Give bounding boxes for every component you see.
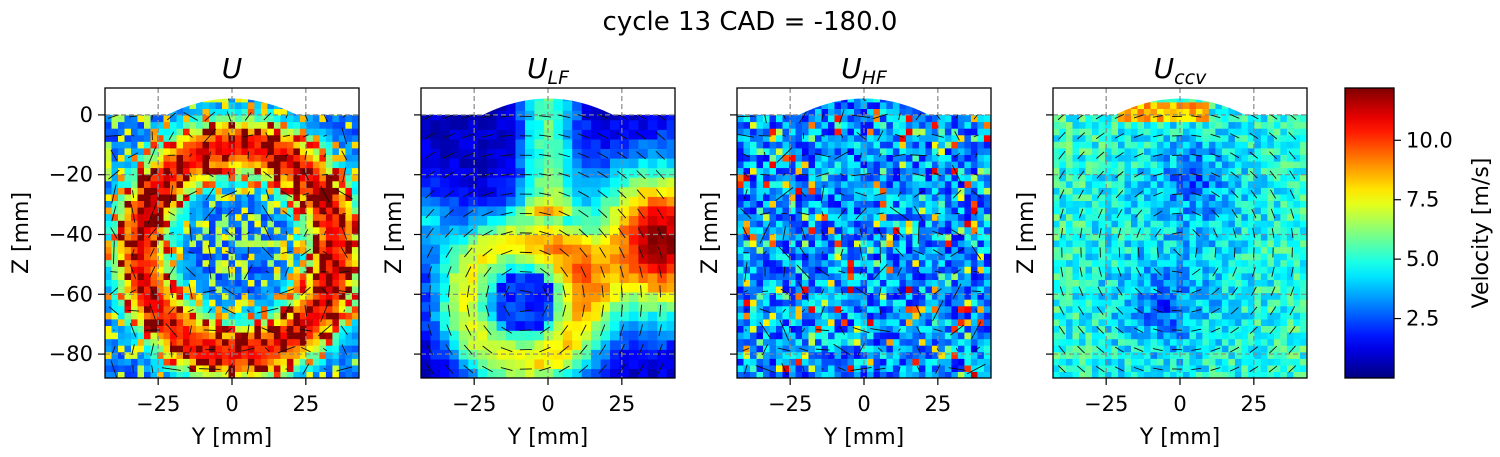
panel-3: −25 0 25 Y [mm] Z [mm] UHF (698, 52, 998, 450)
panel-title: Uccv (1154, 52, 1207, 89)
x-axis-label: Y [mm] (191, 425, 272, 450)
colorbar-gradient (1345, 88, 1394, 378)
panel-4: −25 0 25 Y [mm] Z [mm] Uccv (1014, 52, 1314, 450)
y-tick-label: 0 (80, 103, 93, 127)
x-tick-label: 25 (1240, 392, 1267, 416)
y-tick-label: −20 (49, 163, 93, 187)
velocity-field (1053, 82, 1314, 379)
panels: −25 0 25 0 −20 −40 −60 −80 Y [mm] Z [mm] U −25 0 25 Y … (9, 52, 1314, 450)
colorbar-label: Velocity [m/s] (1469, 158, 1494, 309)
y-tick-label: −80 (49, 342, 93, 366)
x-tick-label: −25 (1084, 392, 1128, 416)
x-tick-label: 25 (292, 392, 319, 416)
x-tick-label: 25 (608, 392, 635, 416)
x-tick-label: −25 (136, 392, 180, 416)
panel-1: −25 0 25 0 −20 −40 −60 −80 Y [mm] Z [mm] U (9, 52, 366, 450)
panel-title: U (222, 52, 243, 85)
y-axis-label: Z [mm] (1014, 192, 1039, 274)
y-tick-label: −40 (49, 222, 93, 246)
x-tick-label: 0 (857, 392, 870, 416)
x-tick-label: 0 (541, 392, 554, 416)
x-tick-label: 0 (1173, 392, 1186, 416)
colorbar-tick-label: 7.5 (1406, 188, 1439, 212)
x-axis-label: Y [mm] (1139, 425, 1220, 450)
x-tick-label: −25 (768, 392, 812, 416)
velocity-field (105, 82, 366, 379)
colorbar-tick-label: 5.0 (1406, 247, 1439, 271)
panel-title: UHF (841, 52, 888, 89)
x-axis-label: Y [mm] (823, 425, 904, 450)
x-tick-label: 0 (225, 392, 238, 416)
y-axis-label: Z [mm] (9, 192, 34, 274)
figure-title: cycle 13 CAD = -180.0 (603, 7, 898, 37)
y-axis-label: Z [mm] (382, 192, 407, 274)
velocity-field (737, 82, 998, 379)
x-tick-label: −25 (452, 392, 496, 416)
colorbar-tick-label: 10.0 (1406, 128, 1453, 152)
x-tick-label: 25 (924, 392, 951, 416)
y-tick-label: −60 (49, 282, 93, 306)
colorbar: 2.5 5.0 7.5 10.0 Velocity [m/s] (1345, 88, 1494, 378)
colorbar-tick-label: 2.5 (1406, 307, 1439, 331)
y-axis-label: Z [mm] (698, 192, 723, 274)
panel-2: −25 0 25 Y [mm] Z [mm] ULF (382, 52, 677, 450)
velocity-field (421, 81, 677, 378)
panel-title: ULF (527, 52, 570, 89)
x-axis-label: Y [mm] (507, 425, 588, 450)
